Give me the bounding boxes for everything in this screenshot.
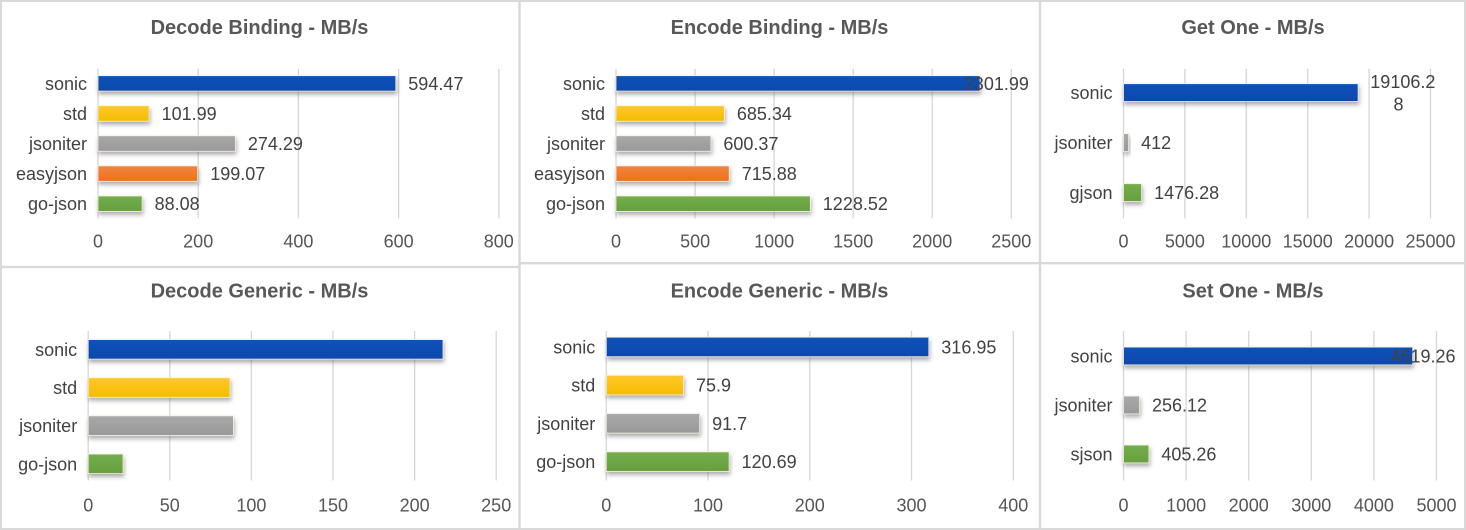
svg-text:std: std: [571, 376, 595, 396]
svg-text:sonic: sonic: [553, 338, 595, 358]
svg-text:5000: 5000: [1165, 232, 1205, 252]
svg-text:200: 200: [183, 232, 213, 252]
svg-text:sonic: sonic: [1070, 347, 1112, 367]
svg-text:0: 0: [93, 232, 103, 252]
svg-text:0: 0: [1118, 232, 1128, 252]
svg-text:go-json: go-json: [28, 194, 87, 214]
svg-text:jsoniter: jsoniter: [28, 134, 87, 154]
svg-text:100: 100: [236, 496, 266, 516]
svg-text:500: 500: [680, 232, 710, 252]
svg-text:91.7: 91.7: [712, 414, 747, 434]
svg-text:405.26: 405.26: [1161, 445, 1216, 465]
svg-text:715.88: 715.88: [742, 164, 797, 184]
svg-text:1476.28: 1476.28: [1154, 183, 1219, 203]
svg-text:jsoniter: jsoniter: [18, 416, 77, 436]
svg-text:2500: 2500: [991, 232, 1031, 252]
svg-text:jsoniter: jsoniter: [536, 414, 595, 434]
svg-text:400: 400: [283, 232, 313, 252]
svg-text:200: 200: [795, 496, 825, 516]
svg-text:1228.52: 1228.52: [823, 194, 888, 214]
svg-text:jsoniter: jsoniter: [546, 134, 605, 154]
svg-text:412: 412: [1141, 133, 1171, 153]
svg-text:0: 0: [601, 496, 611, 516]
svg-text:20000: 20000: [1344, 232, 1394, 252]
svg-text:go-json: go-json: [546, 194, 605, 214]
svg-text:std: std: [63, 104, 87, 124]
svg-text:10000: 10000: [1221, 232, 1271, 252]
svg-text:easyjson: easyjson: [534, 164, 605, 184]
svg-text:sonic: sonic: [35, 340, 77, 360]
svg-text:go-json: go-json: [18, 454, 77, 474]
svg-text:1000: 1000: [754, 232, 794, 252]
svg-text:go-json: go-json: [536, 452, 595, 472]
svg-text:199.07: 199.07: [210, 164, 265, 184]
svg-text:sjson: sjson: [1070, 445, 1112, 465]
svg-text:200: 200: [400, 496, 430, 516]
svg-text:316.95: 316.95: [941, 338, 996, 358]
svg-text:std: std: [53, 378, 77, 398]
svg-text:gjson: gjson: [1069, 183, 1112, 203]
svg-text:0: 0: [611, 232, 621, 252]
svg-text:Set One - MB/s: Set One - MB/s: [1182, 281, 1323, 303]
svg-text:3000: 3000: [1291, 496, 1331, 516]
svg-text:Encode Binding - MB/s: Encode Binding - MB/s: [671, 17, 889, 39]
svg-text:15000: 15000: [1283, 232, 1333, 252]
svg-text:50: 50: [160, 496, 180, 516]
svg-text:std: std: [581, 104, 605, 124]
svg-text:19106.2: 19106.2: [1370, 72, 1435, 92]
svg-text:100: 100: [693, 496, 723, 516]
svg-text:75.9: 75.9: [696, 376, 731, 396]
svg-text:120.69: 120.69: [742, 452, 797, 472]
svg-text:0: 0: [1118, 496, 1128, 516]
svg-text:25000: 25000: [1405, 232, 1455, 252]
svg-text:600: 600: [384, 232, 414, 252]
svg-text:4619.26: 4619.26: [1391, 347, 1456, 367]
svg-text:150: 150: [318, 496, 348, 516]
svg-text:1500: 1500: [833, 232, 873, 252]
svg-text:256.12: 256.12: [1152, 396, 1207, 416]
svg-text:594.47: 594.47: [408, 74, 463, 94]
svg-text:Get One - MB/s: Get One - MB/s: [1181, 17, 1324, 39]
svg-text:685.34: 685.34: [737, 104, 792, 124]
svg-text:jsoniter: jsoniter: [1053, 133, 1112, 153]
svg-text:easyjson: easyjson: [16, 164, 87, 184]
svg-text:jsoniter: jsoniter: [1053, 396, 1112, 416]
svg-text:5000: 5000: [1416, 496, 1456, 516]
svg-text:sonic: sonic: [563, 74, 605, 94]
svg-text:1000: 1000: [1166, 496, 1206, 516]
svg-text:2000: 2000: [1229, 496, 1269, 516]
svg-text:600.37: 600.37: [723, 134, 778, 154]
svg-text:800: 800: [484, 232, 514, 252]
svg-text:88.08: 88.08: [155, 194, 200, 214]
svg-text:274.29: 274.29: [248, 134, 303, 154]
svg-text:sonic: sonic: [45, 74, 87, 94]
svg-text:101.99: 101.99: [162, 104, 217, 124]
svg-text:4000: 4000: [1354, 496, 1394, 516]
svg-text:Decode Generic - MB/s: Decode Generic - MB/s: [151, 281, 369, 303]
svg-text:8: 8: [1393, 95, 1403, 115]
svg-text:2000: 2000: [912, 232, 952, 252]
svg-text:2301.99: 2301.99: [964, 74, 1029, 94]
svg-text:Decode Binding - MB/s: Decode Binding - MB/s: [151, 17, 369, 39]
svg-text:250: 250: [481, 496, 511, 516]
svg-text:0: 0: [83, 496, 93, 516]
svg-text:400: 400: [998, 496, 1028, 516]
svg-text:Encode Generic - MB/s: Encode Generic - MB/s: [671, 281, 889, 303]
svg-text:300: 300: [896, 496, 926, 516]
svg-text:sonic: sonic: [1070, 83, 1112, 103]
